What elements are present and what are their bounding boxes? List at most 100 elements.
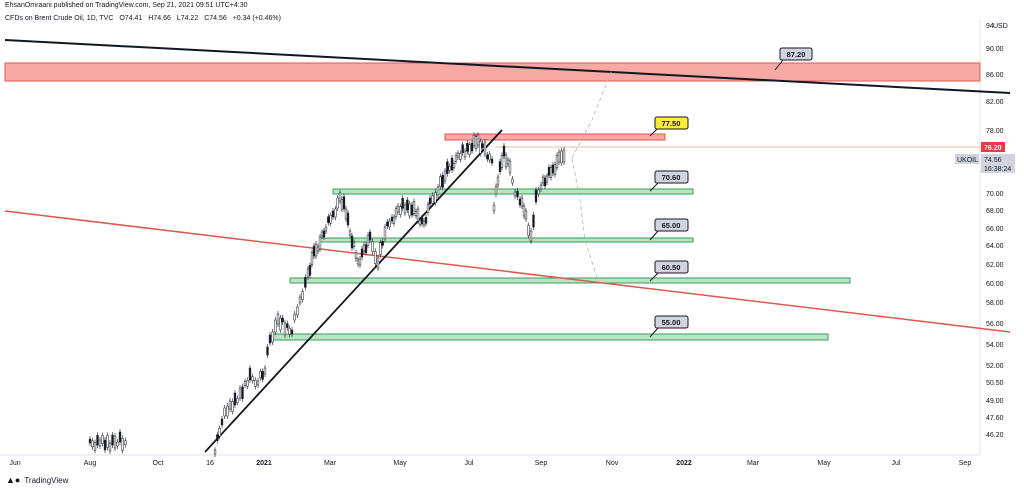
- candle-body: [288, 328, 291, 335]
- candle-body: [399, 206, 402, 215]
- candle-body: [422, 220, 426, 226]
- candle-body: [443, 170, 447, 182]
- candle-body: [541, 176, 545, 184]
- candle-body: [376, 257, 380, 269]
- price-tick-label: 60.00: [986, 281, 1004, 288]
- candle-body: [390, 216, 394, 222]
- price-axis[interactable]: 90.0086.0082.0078.0074.0070.0068.0066.00…: [986, 46, 1004, 439]
- candle-body: [274, 319, 277, 333]
- candle-body: [290, 329, 294, 335]
- time-tick-label: 2021: [256, 460, 272, 467]
- candle-body: [266, 346, 269, 356]
- candle-body: [379, 242, 382, 255]
- candle-body: [502, 145, 506, 157]
- candle-body: [254, 380, 257, 387]
- candle-body: [516, 190, 519, 198]
- resistance-zone-87: [4, 62, 981, 82]
- candle-body: [116, 441, 119, 447]
- tradingview-brand-label: TradingView: [24, 475, 69, 485]
- candle-body: [527, 225, 530, 236]
- price-tick-label: 70.00: [986, 191, 1004, 198]
- long-term-red-trendline[interactable]: [4, 210, 1011, 333]
- candle-body: [213, 449, 217, 455]
- footer: ▲● TradingView: [0, 470, 1024, 490]
- candle-body: [331, 210, 335, 218]
- candle-body: [532, 214, 535, 228]
- candle-body: [304, 277, 307, 288]
- candle-body: [483, 141, 487, 155]
- candle-body: [545, 175, 549, 183]
- candle-body: [243, 381, 247, 386]
- time-tick-label: Jun: [9, 460, 20, 467]
- level-tag-77[interactable]: 77.50: [649, 116, 689, 137]
- candle-body: [386, 221, 389, 227]
- level-tag-87[interactable]: 87.20: [774, 47, 813, 71]
- candle-body: [98, 439, 102, 447]
- price-tick-label: 56.00: [986, 321, 1004, 328]
- candle-body: [338, 192, 342, 202]
- candle-body: [320, 231, 324, 237]
- candle-body: [452, 163, 456, 168]
- candle-body: [327, 216, 330, 223]
- candle-body: [334, 208, 337, 218]
- candle-body: [500, 155, 504, 168]
- projection-down-path: [571, 157, 598, 279]
- candle-body: [490, 158, 494, 164]
- candle-body: [557, 151, 561, 163]
- candle-body: [472, 135, 476, 146]
- candle-body: [412, 201, 416, 214]
- level-tag-65[interactable]: 65.00: [649, 218, 689, 241]
- support-zone-55: [271, 333, 829, 341]
- candle-body: [248, 367, 252, 381]
- candle-body: [308, 265, 312, 276]
- candle-body: [354, 252, 358, 259]
- price-tick-label: 52.00: [986, 363, 1004, 370]
- candle-body: [306, 268, 310, 278]
- candle-body: [488, 153, 491, 161]
- countdown-label: 16:38:24: [984, 166, 1011, 173]
- candle-body: [346, 212, 350, 226]
- candle-body: [329, 215, 332, 224]
- time-tick-label: Aug: [84, 460, 97, 467]
- time-tick-label: Oct: [153, 460, 164, 467]
- time-tick-label: 2022: [676, 460, 692, 467]
- level-tag-55[interactable]: 55.00: [649, 315, 689, 338]
- change-value: +0.34 (+0.46%): [232, 15, 281, 22]
- candle-body: [537, 189, 540, 195]
- candle-body: [316, 246, 320, 252]
- candle-body: [486, 154, 489, 160]
- close-value: C74.56: [204, 15, 227, 22]
- candle-body: [428, 197, 432, 205]
- candle-body: [456, 152, 460, 158]
- candle-body: [218, 428, 221, 437]
- level-tag-60-label: 60.50: [662, 263, 681, 272]
- candle-body: [251, 376, 254, 381]
- candle-body: [279, 317, 282, 331]
- price-tick-label: 46.20: [986, 432, 1004, 439]
- symbol-description: CFDs on Brent Crude Oil, 1D, TVC: [5, 15, 114, 22]
- long-term-downtrend-line[interactable]: [4, 39, 1011, 94]
- level-tag-70[interactable]: 70.60: [649, 170, 689, 192]
- price-chart[interactable]: 87.20 77.50 70.60 65.00 60.50 55.00 94 U…: [0, 0, 1024, 470]
- candle-body: [560, 150, 563, 164]
- candle-body: [364, 244, 368, 253]
- level-tag-60[interactable]: 60.50: [649, 260, 689, 282]
- candle-body: [416, 208, 420, 222]
- candle-body: [511, 178, 514, 184]
- candle-body: [261, 371, 264, 380]
- candle-body: [498, 161, 502, 172]
- candle-body: [263, 367, 267, 375]
- candle-body: [476, 134, 480, 146]
- time-axis[interactable]: Jun Aug Oct 16 2021 Mar May Jul Sep Nov 2022 Mar May…: [9, 460, 971, 467]
- tradingview-brand[interactable]: ▲● TradingView: [6, 475, 68, 485]
- uptrend-line[interactable]: [204, 129, 503, 453]
- candle-body: [121, 438, 124, 451]
- candle-body: [362, 244, 366, 252]
- candle-body: [360, 248, 364, 258]
- candle-body: [368, 231, 372, 241]
- candle-body: [111, 434, 114, 446]
- symbol-tag-label: UKOIL: [957, 157, 978, 164]
- candle-body: [479, 141, 482, 154]
- time-tick-label: Sep: [535, 460, 548, 467]
- high-value: H74.66: [148, 15, 171, 22]
